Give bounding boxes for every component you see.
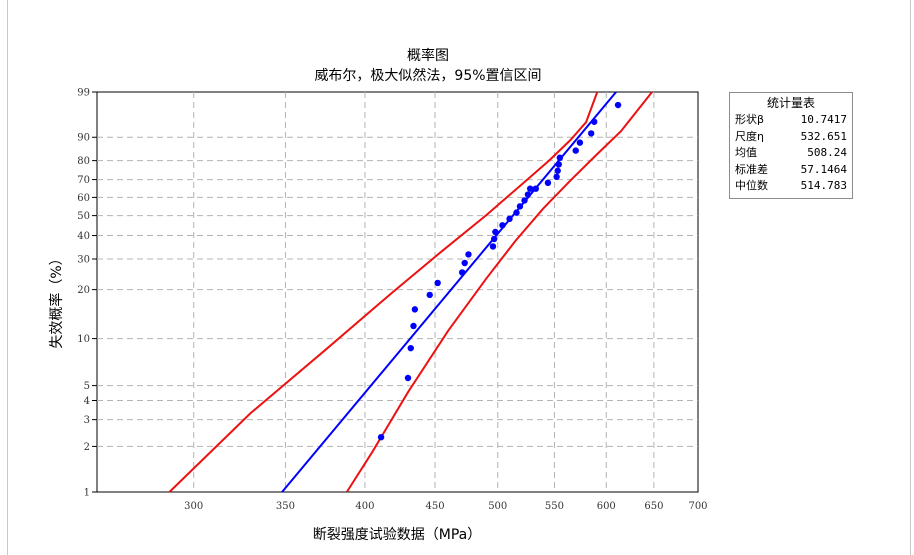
data-point [458,269,466,276]
data-point [556,154,564,161]
stats-value: 10.7417 [800,113,847,126]
data-point [587,130,595,137]
data-point [524,191,532,198]
y-tick-label: 5 [84,381,90,392]
y-tick-label: 40 [77,231,90,242]
data-point [490,235,498,243]
data-point [461,259,468,267]
confidence-bound-line [168,91,599,493]
stats-value: 57.1464 [800,162,847,176]
stats-label: 形状β [735,113,765,126]
data-point [526,185,534,192]
tick-labels: 300 350 400 450 500 550 600 650 700 1 2 3 4 5 10 20 30 40… [77,88,707,513]
x-tick-label: 700 [688,501,707,512]
data-point [506,215,513,223]
y-tick-label: 3 [84,415,90,426]
x-tick-label: 600 [597,501,616,512]
y-tick-label: 80 [77,156,90,167]
x-tick-label: 550 [545,501,564,512]
data-point [411,306,419,313]
data-point [492,228,499,236]
data-point [554,167,561,174]
y-tick-label: 30 [77,254,90,265]
stats-label: 标准差 [735,162,768,176]
data-point [377,433,385,441]
stats-label: 尺度η [735,129,764,143]
x-tick-label: 300 [184,501,203,512]
x-axis-label: 断裂强度试验数据（MPa） [313,527,481,543]
data-point [404,374,412,382]
data-point [544,179,552,187]
data-point [465,251,472,258]
x-tick-label: 500 [488,501,507,512]
data-point [426,291,433,299]
y-tick-label: 1 [84,488,90,499]
statistics-table-title: 统计量表 [766,96,815,110]
x-tick-label: 350 [276,501,295,512]
statistics-table: 统计量表 形状β 10.7417 尺度η 532.651 均值 508.24 标… [729,92,853,199]
data-point [532,185,539,192]
x-tick-label: 400 [355,501,374,512]
stats-label: 均值 [735,146,757,159]
data-point [555,161,562,168]
x-tick-label: 450 [425,501,444,512]
window-left-border [7,0,8,555]
data-point [410,322,417,330]
data-point [407,344,414,352]
stats-row-mean: 均值 508.24 [735,145,847,162]
data-point [499,222,506,229]
y-tick-label: 2 [84,442,90,453]
window-right-border [910,0,911,555]
data-point [553,173,560,181]
y-tick-label: 10 [77,334,90,345]
chart-title: 概率图 [407,47,449,64]
stats-label: 中位数 [735,179,768,192]
data-point [614,101,622,109]
stats-value: 514.783 [800,179,847,192]
data-point [489,243,497,250]
data-point [521,197,528,204]
y-tick-label: 4 [84,396,90,407]
stats-value: 508.24 [807,146,847,159]
stats-row-shape: 形状β 10.7417 [735,112,847,129]
data-point [572,147,579,154]
series-layer [168,91,653,493]
y-tick-label: 60 [77,193,90,204]
chart-subtitle: 威布尔，极大似然法，95%置信区间 [314,67,541,84]
data-point [516,203,524,210]
y-tick-label: 50 [77,211,90,222]
x-tick-label: 650 [644,501,663,512]
data-point [513,209,520,216]
grid-lines [97,92,698,492]
y-tick-label: 20 [77,285,90,296]
y-axis-label: 失效概率（%） [48,251,65,348]
y-tick-label: 90 [77,133,90,144]
data-point [434,279,441,287]
y-tick-label: 99 [77,88,90,99]
data-point [576,139,584,146]
plot-area [96,91,699,493]
stats-row-scale: 尺度η 532.651 [735,129,847,146]
stats-row-stddev: 标准差 57.1464 [735,162,847,179]
confidence-bound-line [345,91,653,493]
stats-value: 532.651 [800,129,847,143]
y-tick-label: 70 [77,175,90,186]
data-point [591,118,598,125]
stats-row-median: 中位数 514.783 [735,178,847,195]
